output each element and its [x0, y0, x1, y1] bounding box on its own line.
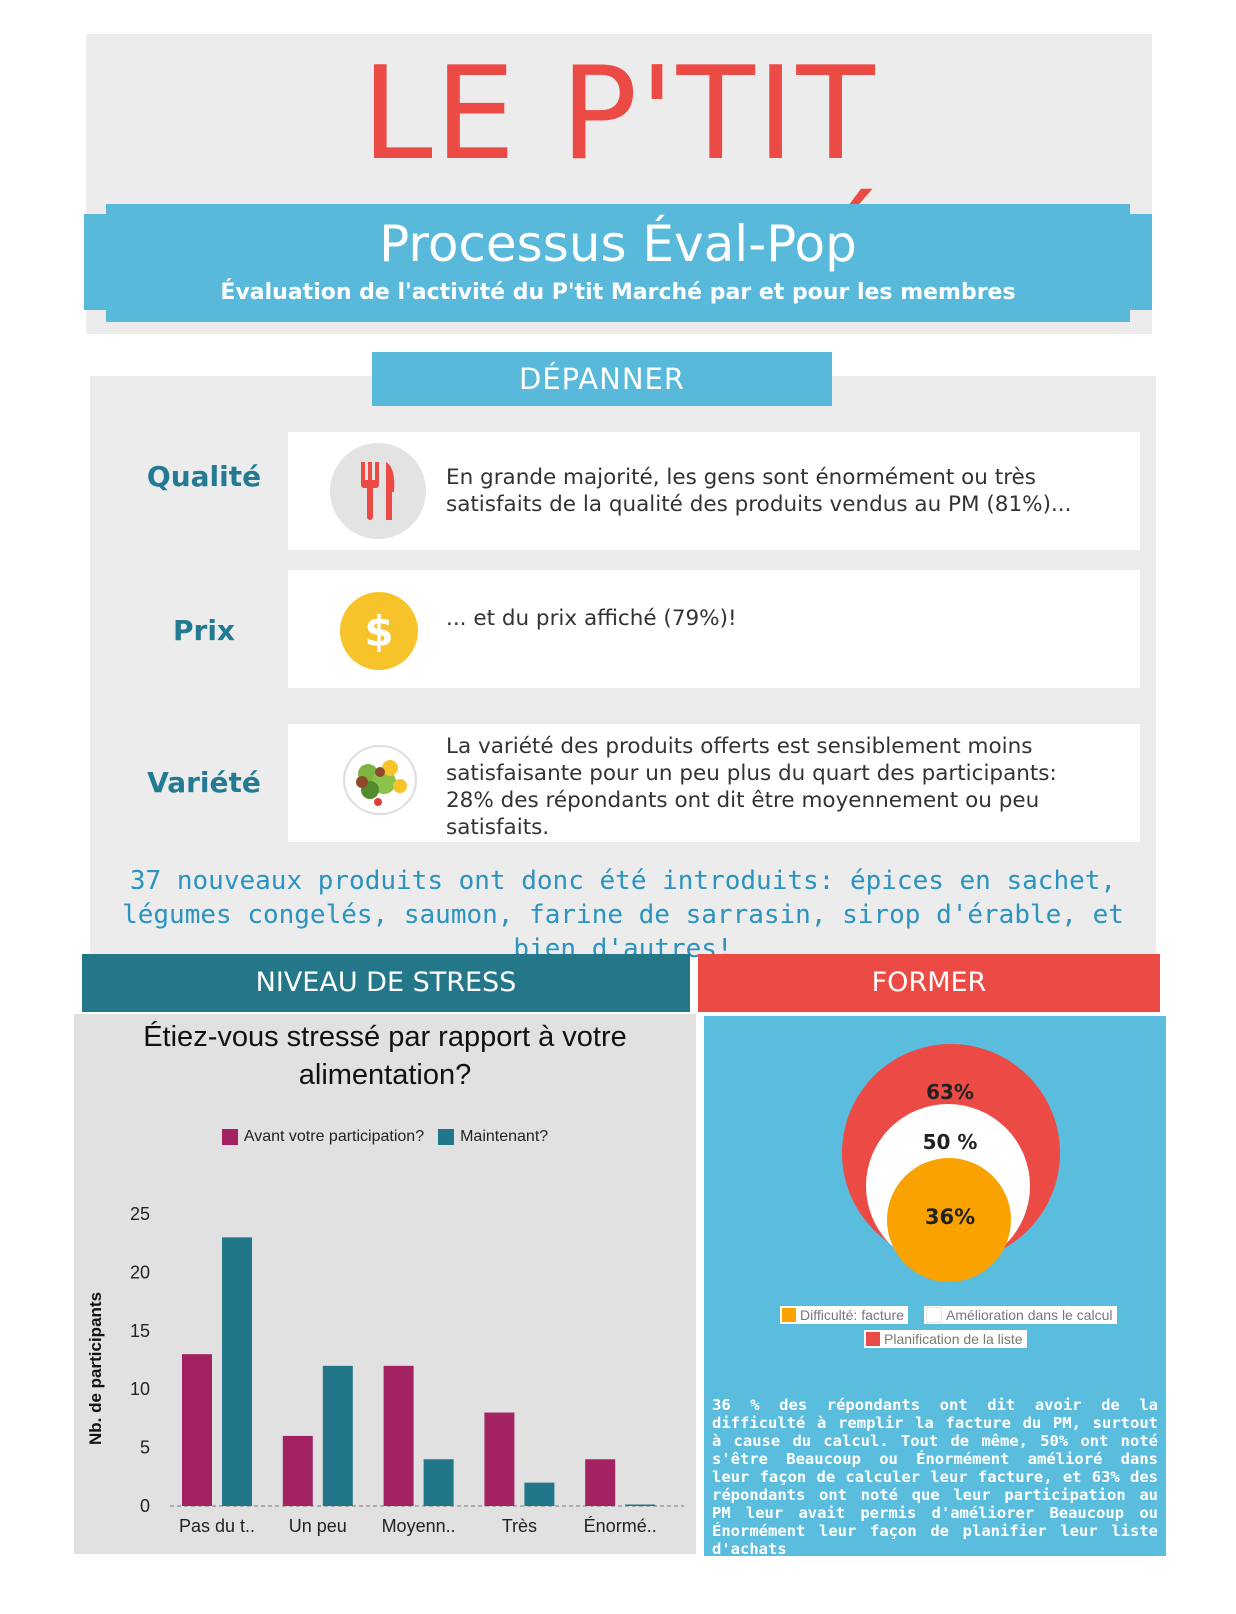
- pct-label-difficulte: 36%: [924, 1205, 976, 1229]
- bar-avant: [182, 1354, 212, 1506]
- depanner-note: 37 nouveaux produits ont donc été introd…: [122, 866, 1124, 964]
- bar-avant: [484, 1412, 515, 1506]
- former-legend-amelioration: Amélioration dans le calcul: [924, 1306, 1117, 1324]
- row-card-variete: [288, 724, 1140, 842]
- row-label-prix: Prix: [173, 614, 235, 647]
- y-tick-label: 15: [130, 1321, 150, 1341]
- chart-legend: Avant votre participation? Maintenant?: [74, 1128, 696, 1146]
- bar-maintenant: [222, 1237, 252, 1506]
- former-legend-label-difficulte: Difficulté: facture: [800, 1307, 905, 1323]
- row-label-box-qualite: [106, 432, 298, 550]
- row-card-prix: [288, 570, 1140, 688]
- former-legend-swatch-amelioration: [926, 1307, 942, 1323]
- bar-maintenant: [423, 1459, 454, 1506]
- legend-label-maintenant: Maintenant?: [460, 1128, 549, 1145]
- bar-maintenant: [322, 1365, 353, 1506]
- bar-avant: [282, 1435, 313, 1506]
- former-legend-difficulte: Difficulté: facture: [780, 1306, 909, 1324]
- y-tick-label: 0: [140, 1496, 150, 1516]
- pct-label-amelioration: 50 %: [922, 1130, 978, 1154]
- bar-avant: [383, 1365, 414, 1506]
- x-tick-label: Énormé..: [584, 1516, 657, 1536]
- row-label-box-variete: [106, 728, 298, 832]
- row-text-variete: La variété des produits offerts est sens…: [446, 734, 1057, 840]
- legend-item-avant: Avant votre participation?: [221, 1128, 425, 1146]
- former-text: 36 % des répondants ont dit avoir de la …: [712, 1396, 1158, 1558]
- row-card-qualite: [288, 432, 1140, 550]
- pct-label-planification: 63%: [926, 1080, 974, 1104]
- banner-tab-right: [1128, 214, 1152, 310]
- legend-item-maintenant: Maintenant?: [438, 1128, 548, 1146]
- banner-title: Processus Éval-Pop: [379, 215, 857, 273]
- x-tick-label: Très: [502, 1516, 537, 1536]
- y-tick-label: 25: [130, 1204, 150, 1224]
- x-tick-label: Moyenn..: [382, 1516, 456, 1536]
- row-label-variete: Variété: [147, 766, 261, 799]
- legend-swatch-avant: [221, 1129, 238, 1145]
- former-heading: FORMER: [698, 954, 1160, 1012]
- salad-plate-icon: [340, 742, 420, 818]
- chart-title: Étiez-vous stressé par rapport à votre a…: [143, 1021, 627, 1091]
- dollar-coin-icon: $: [340, 592, 418, 670]
- y-tick-label: 5: [140, 1438, 150, 1458]
- y-tick-label: 20: [130, 1262, 150, 1282]
- former-legend-swatch-planification: [866, 1332, 880, 1346]
- circle-difficulte: [887, 1158, 1011, 1282]
- depanner-heading: DÉPANNER: [372, 352, 832, 406]
- row-text-qualite: En grande majorité, les gens sont énormé…: [446, 465, 1072, 517]
- former-legend-swatch-difficulte: [782, 1308, 796, 1322]
- former-legend-planification: Planification de la liste: [864, 1330, 1027, 1348]
- fork-knife-icon: [330, 443, 426, 539]
- banner-subtitle: Évaluation de l'activité du P'tit Marché…: [220, 280, 1016, 305]
- former-legend-label-amelioration: Amélioration dans le calcul: [946, 1307, 1113, 1323]
- bar-avant: [585, 1459, 616, 1506]
- legend-label-avant: Avant votre participation?: [243, 1128, 425, 1145]
- banner: [106, 204, 1130, 322]
- legend-swatch-maintenant: [438, 1129, 455, 1145]
- stress-heading: NIVEAU DE STRESS: [82, 954, 690, 1012]
- bar-chart: 0 5 10 15 20 25 Pas du t.. Un peu Moyenn.. Très Én…: [130, 1204, 684, 1536]
- x-tick-label: Pas du t..: [179, 1516, 255, 1536]
- y-tick-label: 10: [130, 1379, 150, 1399]
- banner-tab-left: [84, 214, 108, 310]
- row-label-box-prix: [106, 586, 298, 684]
- bar-maintenant: [524, 1482, 555, 1506]
- row-text-prix: ... et du prix affiché (79%)!: [446, 606, 737, 631]
- row-label-qualite: Qualité: [146, 460, 262, 493]
- bar-maintenant: [625, 1504, 656, 1506]
- former-legend-label-planification: Planification de la liste: [884, 1331, 1023, 1347]
- x-tick-label: Un peu: [289, 1516, 347, 1536]
